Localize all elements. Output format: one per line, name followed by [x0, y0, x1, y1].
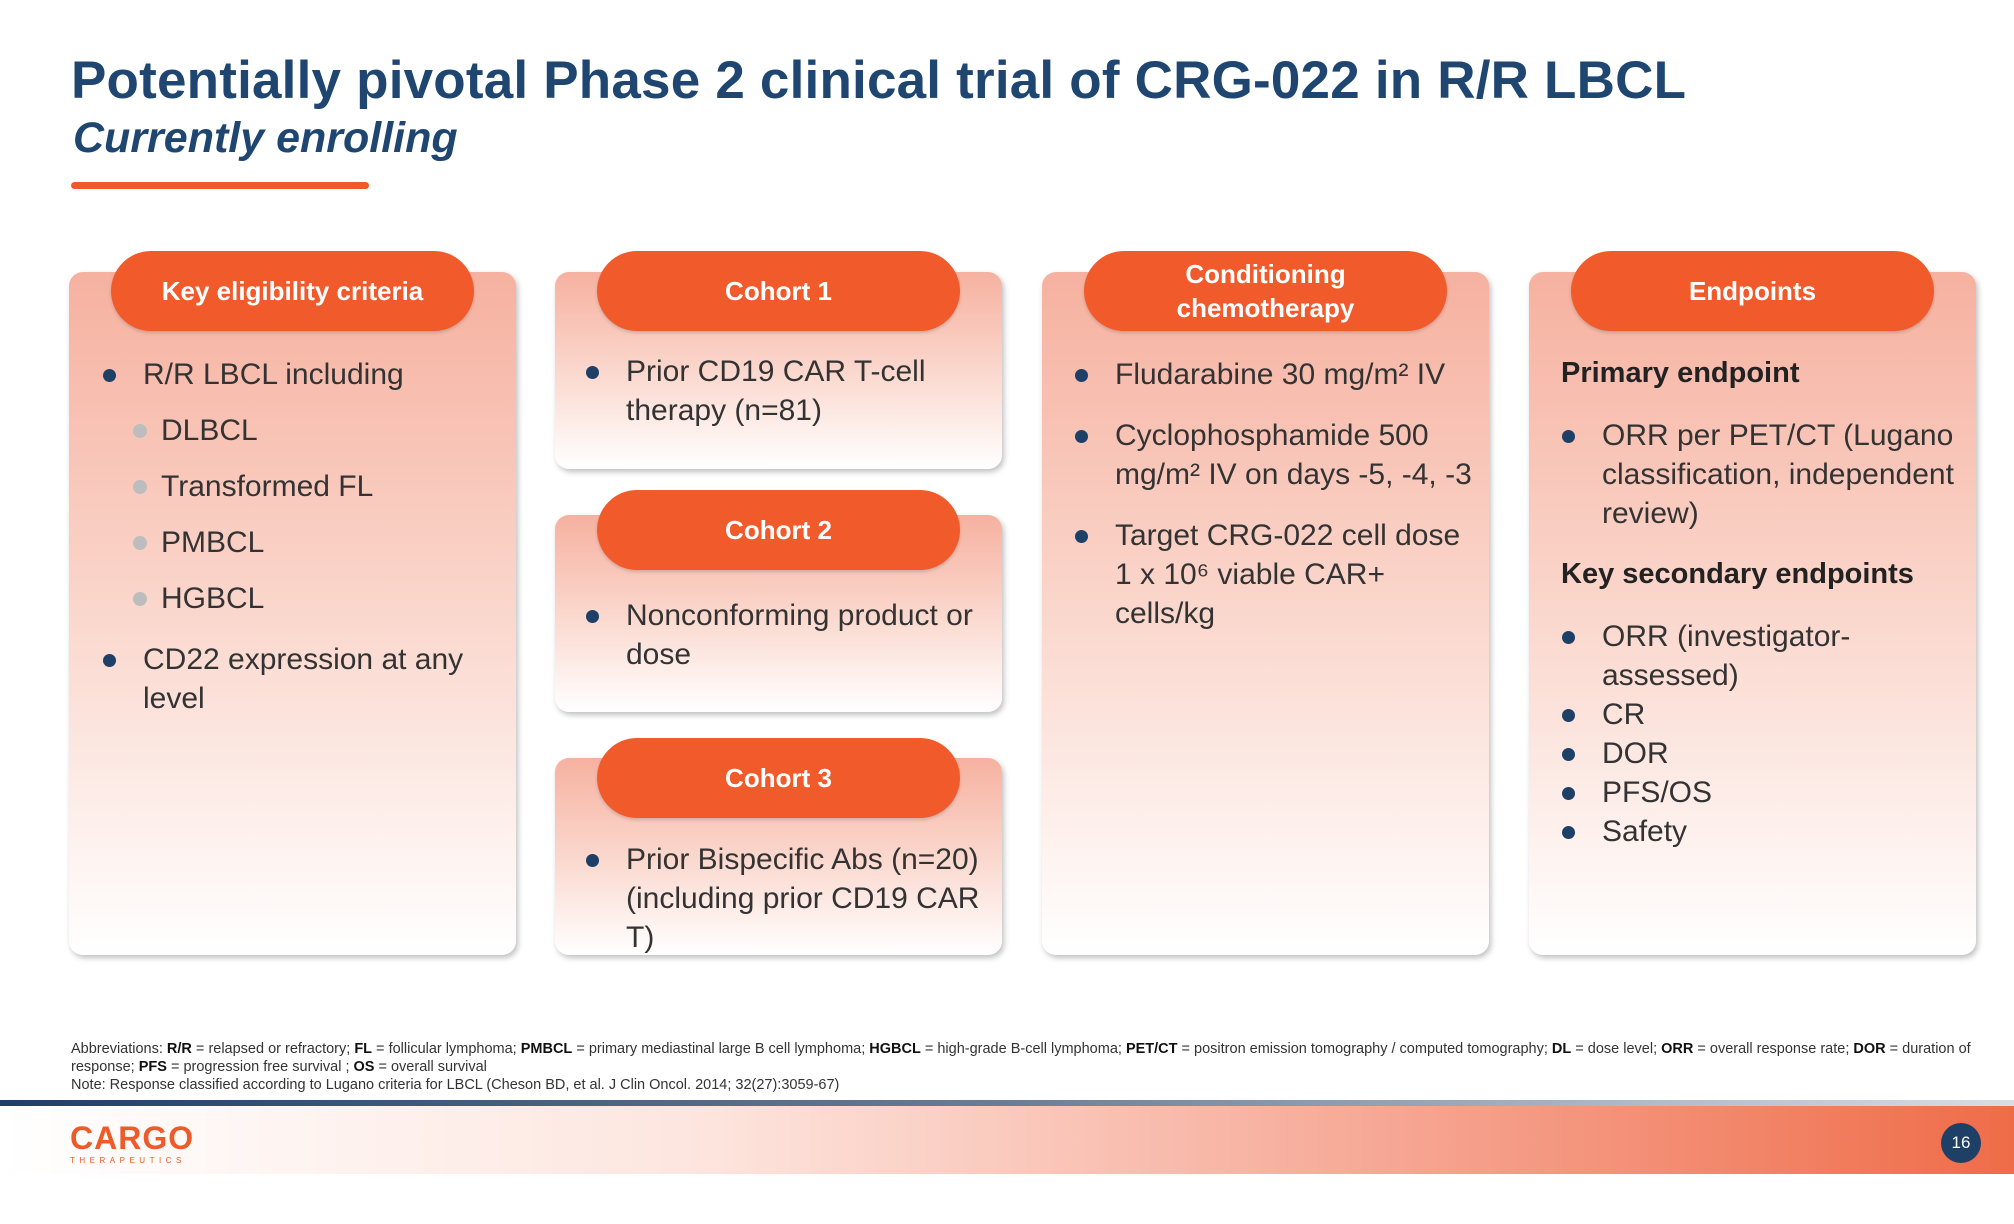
- cohort-1-list: Prior CD19 CAR T-cell therapy (n=81): [586, 352, 991, 430]
- abbreviation-term: R/R: [166, 1041, 192, 1057]
- sub-list-item: Transformed FL: [133, 467, 498, 506]
- secondary-endpoints-list: ORR (investigator-assessed) CR DOR PFS/OS Sa…: [1562, 617, 1962, 851]
- conditioning-heading-pill: Conditioning chemotherapy: [1084, 251, 1447, 331]
- conditioning-list: Fludarabine 30 mg/m² IV Cyclophosphamide…: [1075, 355, 1475, 633]
- logo-tagline: THERAPEUTICS: [70, 1156, 186, 1165]
- cohort-2-list: Nonconforming product or dose: [586, 596, 996, 674]
- cohort-3-heading-pill: Cohort 3: [597, 738, 960, 818]
- abbreviation-term: PET/CT: [1125, 1041, 1178, 1057]
- primary-endpoint-heading: Primary endpoint: [1561, 357, 1800, 389]
- slide-subtitle: Currently enrolling: [73, 114, 458, 162]
- abbreviation-term: FL: [354, 1041, 373, 1057]
- list-item: CR: [1562, 695, 1962, 734]
- logo-wordmark: CARGO: [70, 1120, 195, 1156]
- abbreviation-definition: follicular lymphoma;: [388, 1041, 517, 1057]
- list-item: Fludarabine 30 mg/m² IV: [1075, 355, 1475, 394]
- abbreviation-definition: positron emission tomography / computed …: [1194, 1041, 1548, 1057]
- sub-list-item: HGBCL: [133, 579, 498, 618]
- abbreviation-term: ORR: [1661, 1041, 1694, 1057]
- list-item: Prior CD19 CAR T-cell therapy (n=81): [586, 352, 991, 430]
- cohort-3-list: Prior Bispecific Abs (n=20) (including p…: [586, 840, 991, 957]
- abbreviation-definition: overall response rate;: [1709, 1041, 1850, 1057]
- abbreviation-definition: relapsed or refractory;: [208, 1041, 351, 1057]
- abbreviation-term: PMBCL: [520, 1041, 573, 1057]
- eligibility-list: R/R LBCL including DLBCL Transformed FL PMB…: [103, 355, 498, 718]
- primary-endpoint-list: ORR per PET/CT (Lugano classification, i…: [1562, 416, 1962, 533]
- abbreviation-term: OS: [353, 1059, 375, 1075]
- abbreviation-term: PFS: [138, 1059, 167, 1075]
- list-item: R/R LBCL including: [103, 355, 498, 394]
- list-item: ORR (investigator-assessed): [1562, 617, 1962, 695]
- list-item: Cyclophosphamide 500 mg/m² IV on days -5…: [1075, 416, 1475, 494]
- abbreviation-definition: progression free survival ;: [183, 1059, 350, 1075]
- secondary-endpoints-heading: Key secondary endpoints: [1561, 558, 1914, 590]
- title-accent-line: [71, 182, 369, 189]
- cohort-1-heading-pill: Cohort 1: [597, 251, 960, 331]
- abbreviations-label: Abbreviations:: [71, 1041, 163, 1057]
- abbreviation-term: DL: [1551, 1041, 1572, 1057]
- footer-divider: [0, 1100, 2014, 1106]
- list-item: Target CRG-022 cell dose 1 x 10⁶ viable …: [1075, 516, 1475, 633]
- list-item: Prior Bispecific Abs (n=20) (including p…: [586, 840, 991, 957]
- list-item: DOR: [1562, 734, 1962, 773]
- footnote: Abbreviations: R/R = relapsed or refract…: [71, 1040, 1981, 1094]
- list-item: CD22 expression at any level: [103, 640, 498, 718]
- endpoints-heading-pill: Endpoints: [1571, 251, 1934, 331]
- abbreviation-definition: primary mediastinal large B cell lymphom…: [588, 1041, 866, 1057]
- eligibility-card: [69, 272, 516, 955]
- list-item: PFS/OS: [1562, 773, 1962, 812]
- list-item: Safety: [1562, 812, 1962, 851]
- abbreviations-text: Abbreviations: R/R = relapsed or refract…: [71, 1041, 1971, 1075]
- list-item: ORR per PET/CT (Lugano classification, i…: [1562, 416, 1962, 533]
- eligibility-heading-pill: Key eligibility criteria: [111, 251, 474, 331]
- abbreviation-definition: duration of response;: [71, 1041, 1971, 1075]
- list-item: Nonconforming product or dose: [586, 596, 996, 674]
- sub-list-item: DLBCL: [133, 411, 498, 450]
- abbreviation-definition: overall survival: [390, 1059, 487, 1075]
- cargo-logo: CARGO THERAPEUTICS: [70, 1121, 194, 1166]
- abbreviation-term: HGBCL: [869, 1041, 921, 1057]
- cohort-2-heading-pill: Cohort 2: [597, 490, 960, 570]
- endpoints-card: [1529, 272, 1976, 955]
- abbreviation-term: DOR: [1853, 1041, 1886, 1057]
- sub-list-item: PMBCL: [133, 523, 498, 562]
- slide-title: Potentially pivotal Phase 2 clinical tri…: [71, 51, 1687, 110]
- conditioning-card: [1042, 272, 1489, 955]
- abbreviation-definition: high-grade B-cell lymphoma;: [937, 1041, 1122, 1057]
- footnote-note: Note: Response classified according to L…: [71, 1077, 840, 1093]
- footer-band: [0, 1106, 2014, 1174]
- page-number: 16: [1941, 1123, 1981, 1163]
- abbreviation-definition: dose level;: [1587, 1041, 1658, 1057]
